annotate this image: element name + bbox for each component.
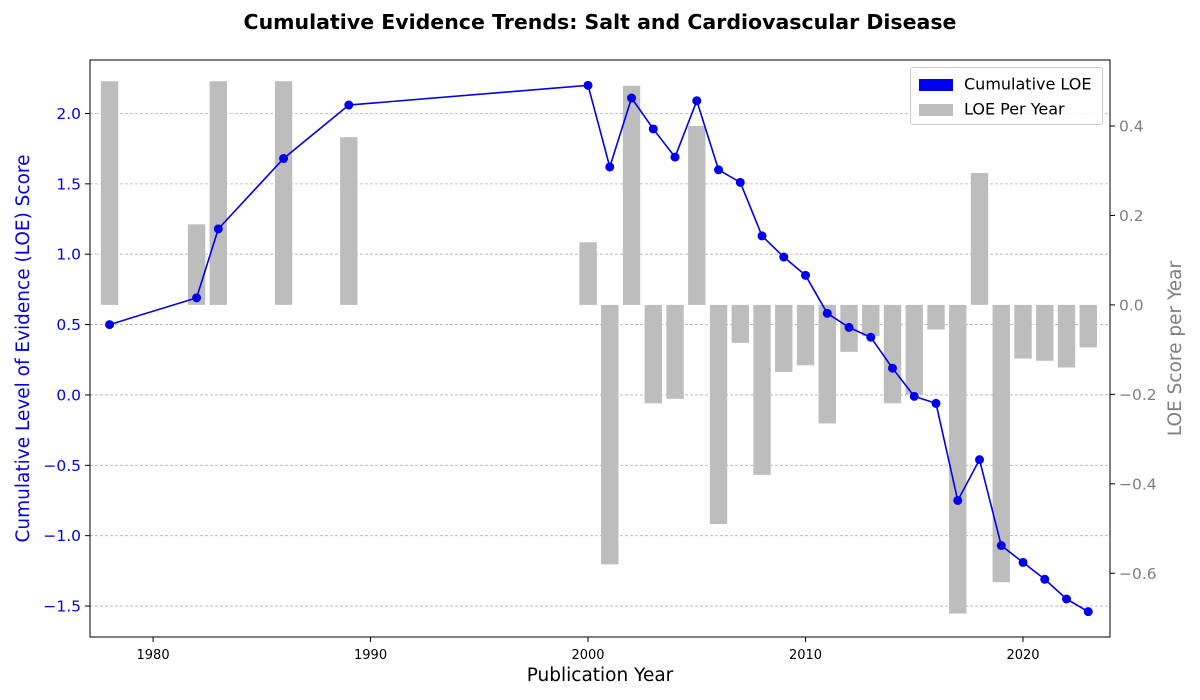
bar-loe-2015 bbox=[905, 304, 923, 395]
point-cumulative-2000 bbox=[583, 80, 593, 90]
point-cumulative-2002 bbox=[627, 93, 637, 103]
point-cumulative-2009 bbox=[779, 252, 789, 262]
point-cumulative-1986 bbox=[279, 154, 289, 164]
y-left-tick-label: −1.5 bbox=[43, 598, 81, 616]
bar-loe-2011 bbox=[818, 304, 836, 424]
bar-loe-2004 bbox=[666, 304, 684, 399]
bar-loe-2000 bbox=[579, 242, 597, 305]
y-right-axis-label: LOE Score per Year bbox=[1165, 260, 1186, 436]
chart-title: Cumulative Evidence Trends: Salt and Car… bbox=[243, 10, 957, 34]
y-left-tick-label: 2.0 bbox=[56, 105, 81, 123]
point-cumulative-2022 bbox=[1062, 594, 1072, 604]
legend-item-loe-per-year: LOE Per Year bbox=[919, 99, 1065, 119]
point-cumulative-2005 bbox=[692, 96, 702, 106]
bar-loe-2002 bbox=[622, 85, 641, 305]
y-left-tick-label: 0.5 bbox=[56, 316, 81, 334]
bar-loe-2020 bbox=[1014, 304, 1032, 359]
point-cumulative-2015 bbox=[909, 391, 919, 401]
point-cumulative-1983 bbox=[213, 224, 223, 234]
y-right-tick-label: −0.4 bbox=[1119, 475, 1157, 493]
point-cumulative-2023 bbox=[1083, 607, 1093, 617]
bar-loe-2023 bbox=[1079, 304, 1097, 348]
point-cumulative-2001 bbox=[605, 162, 615, 172]
bar-loe-2008 bbox=[753, 304, 771, 475]
y-left-tick-label: −0.5 bbox=[43, 457, 81, 475]
bar-loe-2022 bbox=[1057, 304, 1076, 368]
point-cumulative-2007 bbox=[735, 177, 745, 187]
bar-loe-1982 bbox=[187, 224, 206, 305]
bar-loe-2016 bbox=[927, 304, 945, 330]
bar-loe-2018 bbox=[970, 172, 989, 305]
point-cumulative-2017 bbox=[953, 495, 963, 505]
x-tick-label: 2010 bbox=[789, 648, 822, 663]
bar-loe-2014 bbox=[883, 304, 902, 404]
point-cumulative-2014 bbox=[888, 363, 898, 373]
chart-legend: Cumulative LOE LOE Per Year bbox=[910, 67, 1103, 125]
x-tick-label: 1980 bbox=[137, 648, 170, 663]
line-cumulative-loe bbox=[109, 84, 1089, 613]
gridlines bbox=[90, 113, 1110, 607]
bar-loe-2005 bbox=[688, 125, 706, 305]
bar-loe-1986 bbox=[274, 81, 293, 305]
y-right-tick-label: −0.2 bbox=[1119, 386, 1157, 404]
y-right-tick-label: 0.0 bbox=[1119, 296, 1144, 314]
point-cumulative-2013 bbox=[866, 332, 876, 342]
x-axis-label: Publication Year bbox=[527, 665, 674, 686]
point-cumulative-1982 bbox=[192, 293, 202, 303]
legend-item-cumulative-loe: Cumulative LOE bbox=[919, 74, 1091, 94]
legend-label-cumulative-loe: Cumulative LOE bbox=[964, 74, 1092, 94]
y-right-tick-label: 0.4 bbox=[1119, 117, 1144, 135]
bar-loe-2009 bbox=[775, 304, 793, 372]
point-cumulative-2012 bbox=[844, 322, 854, 332]
bar-loe-2019 bbox=[992, 304, 1010, 583]
line-series-cumulative-loe bbox=[105, 80, 1093, 617]
point-cumulative-2011 bbox=[822, 308, 832, 318]
bar-loe-2001 bbox=[601, 304, 619, 565]
bar-loe-1978 bbox=[100, 81, 119, 305]
bar-loe-2017 bbox=[949, 304, 967, 614]
legend-swatch-cumulative-loe bbox=[919, 78, 953, 91]
bar-loe-2010 bbox=[796, 304, 815, 366]
bar-loe-2021 bbox=[1036, 304, 1054, 361]
y-left-tick-label: −1.0 bbox=[43, 527, 81, 545]
bar-loe-2006 bbox=[709, 304, 728, 525]
bar-loe-2013 bbox=[862, 304, 880, 337]
y-left-axis-label: Cumulative Level of Evidence (LOE) Score bbox=[13, 155, 34, 543]
y-left-tick-label: 1.5 bbox=[56, 175, 81, 193]
point-cumulative-2004 bbox=[670, 152, 680, 162]
point-cumulative-2006 bbox=[714, 165, 724, 175]
y-right-tick-label: 0.2 bbox=[1119, 207, 1144, 225]
bar-loe-2007 bbox=[731, 304, 749, 343]
x-tick-label: 1990 bbox=[354, 648, 387, 663]
point-cumulative-2003 bbox=[648, 124, 658, 134]
point-cumulative-2010 bbox=[801, 270, 811, 280]
point-cumulative-2008 bbox=[757, 231, 767, 241]
bar-series-loe-per-year bbox=[100, 81, 1097, 614]
y-left-tick-label: 0.0 bbox=[56, 386, 81, 404]
point-cumulative-2020 bbox=[1018, 557, 1028, 567]
point-cumulative-2018 bbox=[975, 455, 985, 465]
point-cumulative-1978 bbox=[105, 320, 115, 330]
point-cumulative-2019 bbox=[996, 541, 1006, 551]
point-cumulative-2021 bbox=[1040, 574, 1050, 584]
y-right-tick-label: −0.6 bbox=[1119, 565, 1157, 583]
legend-swatch-loe-per-year bbox=[919, 103, 953, 116]
axes: 1980 1990 2000 2010 2020 −1.5 −1.0 −0.5 0.0 0.5 1.… bbox=[43, 59, 1157, 663]
bar-loe-1989 bbox=[340, 137, 358, 305]
y-left-tick-label: 1.0 bbox=[56, 246, 81, 264]
x-tick-label: 2000 bbox=[571, 648, 604, 663]
x-tick-label: 2020 bbox=[1006, 648, 1039, 663]
plot-frame bbox=[89, 59, 1111, 638]
legend-label-loe-per-year: LOE Per Year bbox=[964, 99, 1065, 119]
point-cumulative-2016 bbox=[931, 398, 941, 408]
bar-loe-2003 bbox=[644, 304, 662, 404]
point-cumulative-1989 bbox=[344, 100, 354, 110]
bar-loe-1983 bbox=[209, 81, 228, 305]
